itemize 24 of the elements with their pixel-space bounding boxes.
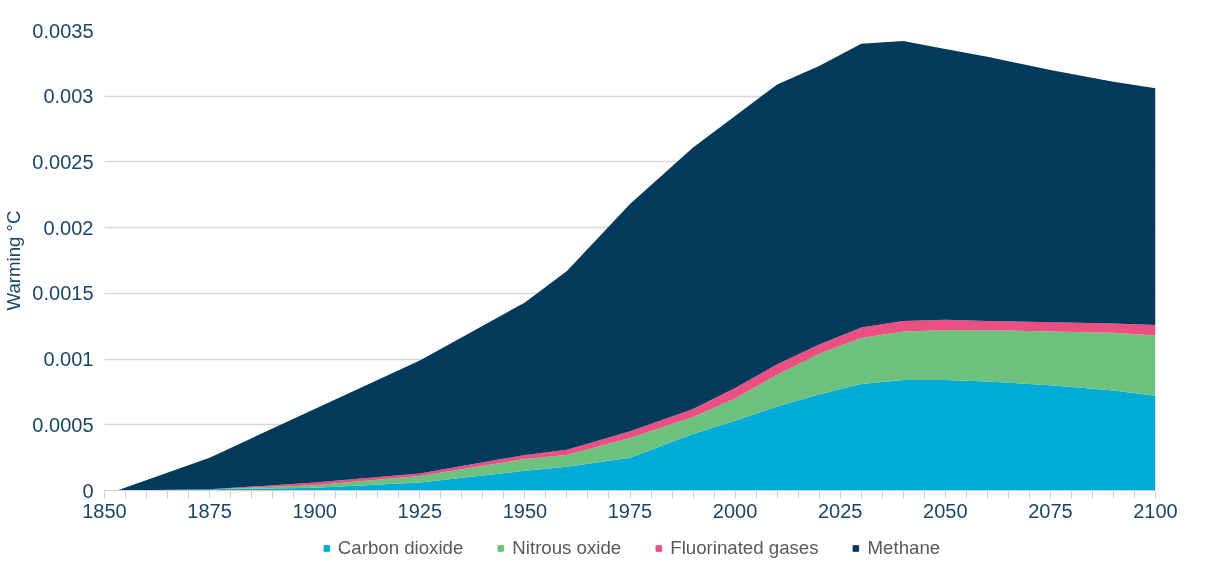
x-tick-label: 1875 bbox=[187, 499, 232, 522]
y-tick-label: 0.002 bbox=[43, 216, 94, 239]
legend-label: Fluorinated gases bbox=[670, 536, 819, 559]
y-tick-label: 0 bbox=[82, 479, 94, 502]
x-tick-label: 1850 bbox=[82, 499, 127, 522]
legend-label: Carbon dioxide bbox=[337, 536, 464, 559]
x-tick-label: 1925 bbox=[397, 499, 443, 522]
x-tick-label: 2000 bbox=[712, 499, 758, 522]
x-tick-label: 2075 bbox=[1028, 499, 1073, 522]
y-tick-label: 0.001 bbox=[43, 348, 94, 371]
x-tick-label: 1900 bbox=[292, 499, 337, 522]
x-tick-label: 2025 bbox=[817, 499, 863, 522]
x-tick-label: 2050 bbox=[923, 499, 968, 522]
legend-label: Methane bbox=[867, 536, 941, 559]
legend-label: Nitrous oxide bbox=[512, 536, 622, 559]
y-tick-label: 0.0005 bbox=[32, 413, 94, 436]
y-tick-label: 0.0015 bbox=[32, 282, 94, 305]
y-tick-label: 0.0025 bbox=[32, 150, 94, 173]
x-tick-label: 1975 bbox=[607, 499, 653, 522]
x-tick-label: 1950 bbox=[502, 499, 548, 522]
y-tick-label: 0.003 bbox=[43, 85, 94, 108]
y-axis-title: Warming °C bbox=[3, 210, 25, 311]
y-tick-label: 0.0035 bbox=[32, 19, 94, 42]
x-tick-label: 2100 bbox=[1133, 499, 1178, 522]
